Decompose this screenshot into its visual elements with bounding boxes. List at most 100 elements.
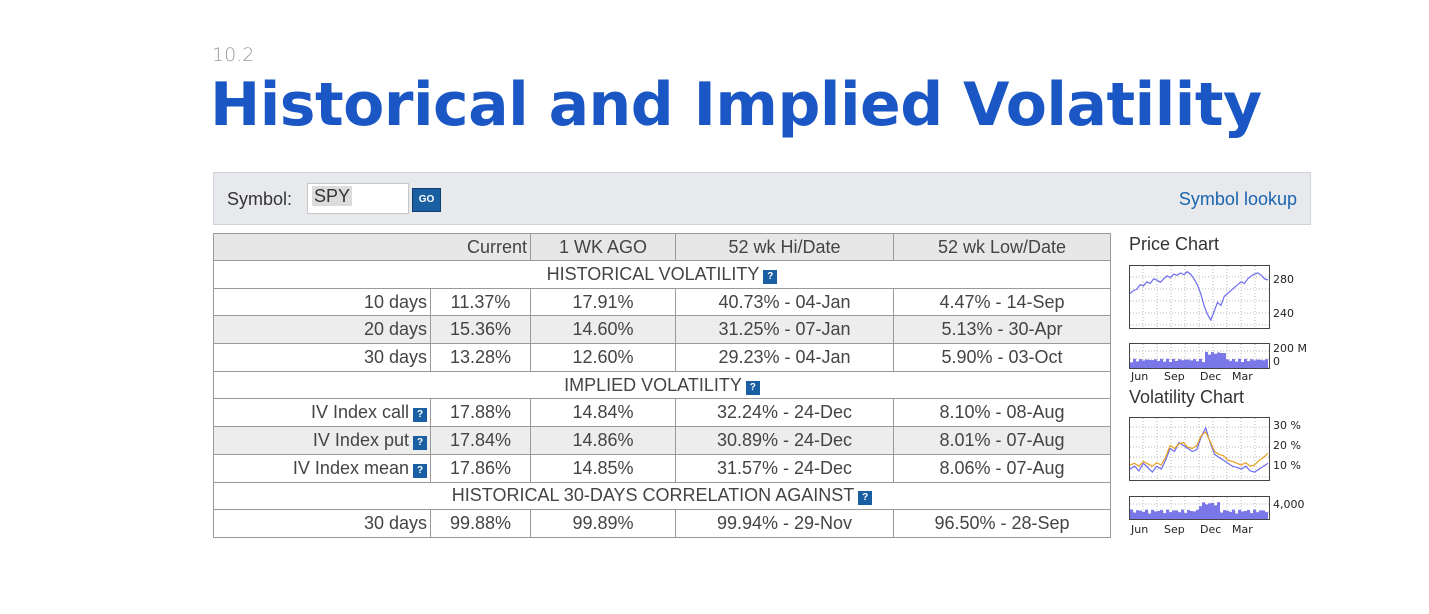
price-volume-tick-0: 0 — [1273, 355, 1280, 368]
volume-bar — [1229, 511, 1232, 519]
volume-bar — [1214, 353, 1217, 368]
volume-bar — [1172, 358, 1175, 368]
volume-bar — [1133, 358, 1136, 368]
volume-bar — [1235, 361, 1238, 368]
volume-bar — [1214, 505, 1217, 519]
help-icon[interactable]: ? — [413, 463, 427, 478]
volume-bar — [1265, 359, 1268, 368]
help-icon[interactable]: ? — [763, 269, 778, 284]
cell-high: 29.23% - 04-Jan — [675, 343, 894, 372]
table-row: IV Index call? 17.88% 14.84% 32.24% - 24… — [213, 398, 1111, 428]
symbol-lookup-link[interactable]: Symbol lookup — [1178, 189, 1297, 209]
symbol-input-value: SPY — [312, 186, 353, 206]
price-tick-240: 240 — [1273, 307, 1294, 320]
volume-bar — [1163, 361, 1166, 368]
volume-bar — [1196, 509, 1199, 519]
volume-bar — [1220, 353, 1223, 368]
help-icon[interactable]: ? — [413, 435, 427, 450]
iv-line — [1129, 431, 1269, 467]
help-icon[interactable]: ? — [745, 380, 760, 395]
cell-week-ago: 14.86% — [530, 426, 676, 455]
volume-bar — [1139, 510, 1142, 519]
volume-bar — [1265, 512, 1268, 519]
volume-bar — [1166, 358, 1169, 368]
row-label: IV Index call? — [213, 398, 431, 428]
vol-tick-20: 20 % — [1273, 439, 1301, 452]
cell-week-ago: 17.91% — [530, 287, 676, 317]
row-label: 20 days — [213, 315, 431, 345]
price-volume-chart: 200 M 0 — [1129, 343, 1307, 369]
volume-bar — [1187, 509, 1190, 519]
table-row: 20 days 15.36% 14.60% 31.25% - 07-Jan 5.… — [213, 315, 1111, 345]
cell-week-ago: 14.85% — [530, 453, 676, 483]
volume-bar — [1202, 362, 1205, 368]
hv-line — [1129, 426, 1269, 474]
month-label: Mar — [1232, 523, 1253, 536]
cell-week-ago: 12.60% — [530, 343, 676, 372]
table-row: IV Index put? 17.84% 14.86% 30.89% - 24-… — [213, 426, 1111, 455]
volume-bar — [1256, 512, 1259, 519]
volume-bar — [1142, 511, 1145, 519]
cell-current: 13.28% — [430, 343, 531, 372]
volume-bar — [1205, 351, 1208, 368]
row-label: IV Index mean? — [213, 453, 431, 483]
table-row: IV Index mean? 17.86% 14.85% 31.57% - 24… — [213, 453, 1111, 483]
cell-high: 31.25% - 07-Jan — [675, 315, 894, 345]
cell-week-ago: 99.89% — [530, 509, 676, 538]
volume-bar — [1160, 509, 1163, 519]
volume-bar — [1160, 358, 1163, 368]
section-title: HISTORICAL 30-DAYS CORRELATION AGAINST — [451, 485, 855, 506]
volume-bar — [1169, 512, 1172, 519]
cell-high: 30.89% - 24-Dec — [675, 426, 894, 455]
volume-bar — [1217, 352, 1220, 368]
volume-bar — [1244, 511, 1247, 519]
section-title: HISTORICAL VOLATILITY — [546, 263, 760, 284]
volume-bar — [1208, 354, 1211, 368]
cell-high: 40.73% - 04-Jan — [675, 287, 894, 317]
volume-bar — [1259, 510, 1262, 519]
price-chart-title: Price Chart — [1129, 234, 1220, 254]
vol-volume-tick-4000: 4,000 — [1273, 498, 1305, 511]
volatility-chart[interactable]: 30 % 20 % 10 % — [1129, 417, 1309, 483]
cell-low: 96.50% - 28-Sep — [893, 509, 1111, 538]
price-chart[interactable]: 280 240 — [1129, 265, 1299, 331]
help-icon[interactable]: ? — [858, 491, 873, 506]
volume-bar — [1199, 358, 1202, 368]
cell-low: 8.06% - 07-Aug — [893, 453, 1111, 483]
column-52wk-low: 52 wk Low/Date — [893, 233, 1111, 261]
go-button[interactable]: GO — [412, 188, 441, 212]
help-icon[interactable]: ? — [413, 408, 427, 423]
volume-bar — [1151, 360, 1154, 368]
volume-bar — [1229, 360, 1232, 368]
section-number: 10.2 — [212, 44, 255, 66]
volume-bar — [1208, 503, 1211, 519]
volume-bar — [1148, 513, 1151, 519]
row-label: 30 days — [213, 509, 431, 538]
volume-bar — [1166, 509, 1169, 519]
row-label-text: IV Index put — [312, 429, 409, 450]
volume-bar — [1238, 358, 1241, 368]
month-label: Jun — [1131, 370, 1149, 383]
symbol-input[interactable]: SPY — [307, 183, 409, 214]
volume-bar — [1256, 359, 1259, 368]
volume-bar — [1250, 513, 1253, 519]
volume-bar — [1199, 506, 1202, 519]
volume-bar — [1226, 359, 1229, 368]
column-52wk-hi: 52 wk Hi/Date — [675, 233, 894, 261]
month-label: Jun — [1131, 523, 1149, 536]
volume-bar — [1169, 361, 1172, 368]
volume-bar — [1247, 361, 1250, 368]
volume-bar — [1184, 359, 1187, 368]
month-label: Dec — [1200, 523, 1222, 536]
volume-bar — [1241, 362, 1244, 368]
cell-low: 8.01% - 07-Aug — [893, 426, 1111, 455]
section-historical-volatility: HISTORICAL VOLATILITY? — [213, 260, 1111, 289]
volume-bar — [1223, 353, 1226, 368]
symbol-bar: Symbol: SPY GO Symbol lookup — [213, 172, 1311, 225]
volume-bar — [1151, 509, 1154, 519]
volume-bar — [1211, 352, 1214, 368]
section-implied-volatility: IMPLIED VOLATILITY? — [213, 370, 1111, 400]
symbol-label: Symbol: — [227, 189, 293, 209]
volume-bar — [1133, 512, 1136, 519]
volume-bar — [1217, 502, 1220, 519]
